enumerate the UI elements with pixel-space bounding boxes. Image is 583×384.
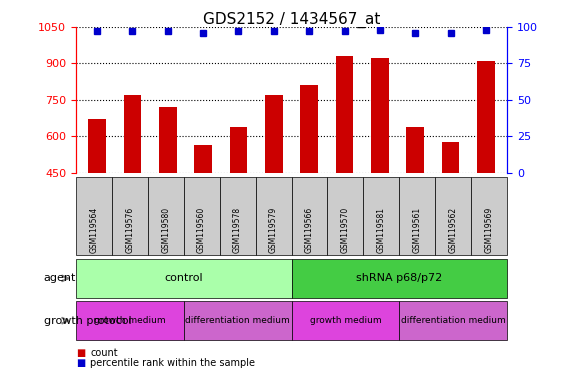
- Text: GSM119581: GSM119581: [377, 207, 386, 253]
- Text: GSM119570: GSM119570: [341, 207, 350, 253]
- Text: GSM119579: GSM119579: [269, 207, 278, 253]
- Bar: [159, 107, 177, 282]
- Text: percentile rank within the sample: percentile rank within the sample: [90, 358, 255, 368]
- Text: shRNA p68/p72: shRNA p68/p72: [356, 273, 442, 283]
- Text: growth protocol: growth protocol: [44, 316, 131, 326]
- Text: growth medium: growth medium: [310, 316, 381, 325]
- Bar: [336, 56, 353, 282]
- Text: GSM119578: GSM119578: [233, 207, 242, 253]
- Text: GSM119564: GSM119564: [89, 207, 99, 253]
- Text: differentiation medium: differentiation medium: [185, 316, 290, 325]
- Text: GSM119569: GSM119569: [484, 207, 494, 253]
- Text: GDS2152 / 1434567_at: GDS2152 / 1434567_at: [203, 12, 380, 28]
- Bar: [194, 145, 212, 282]
- Text: GSM119576: GSM119576: [125, 207, 134, 253]
- Text: ■: ■: [76, 348, 85, 358]
- Bar: [300, 85, 318, 282]
- Bar: [477, 61, 495, 282]
- Bar: [265, 95, 283, 282]
- Text: GSM119566: GSM119566: [305, 207, 314, 253]
- Text: ■: ■: [76, 358, 85, 368]
- Text: control: control: [164, 273, 203, 283]
- Text: differentiation medium: differentiation medium: [401, 316, 505, 325]
- Text: count: count: [90, 348, 118, 358]
- Bar: [124, 95, 141, 282]
- Bar: [371, 58, 389, 282]
- Text: GSM119580: GSM119580: [161, 207, 170, 253]
- Bar: [230, 127, 247, 282]
- Text: GSM119562: GSM119562: [449, 207, 458, 253]
- Text: GSM119560: GSM119560: [197, 207, 206, 253]
- Text: growth medium: growth medium: [94, 316, 166, 325]
- Text: GSM119561: GSM119561: [413, 207, 422, 253]
- Bar: [406, 127, 424, 282]
- Bar: [88, 119, 106, 282]
- Bar: [442, 142, 459, 282]
- Text: agent: agent: [44, 273, 76, 283]
